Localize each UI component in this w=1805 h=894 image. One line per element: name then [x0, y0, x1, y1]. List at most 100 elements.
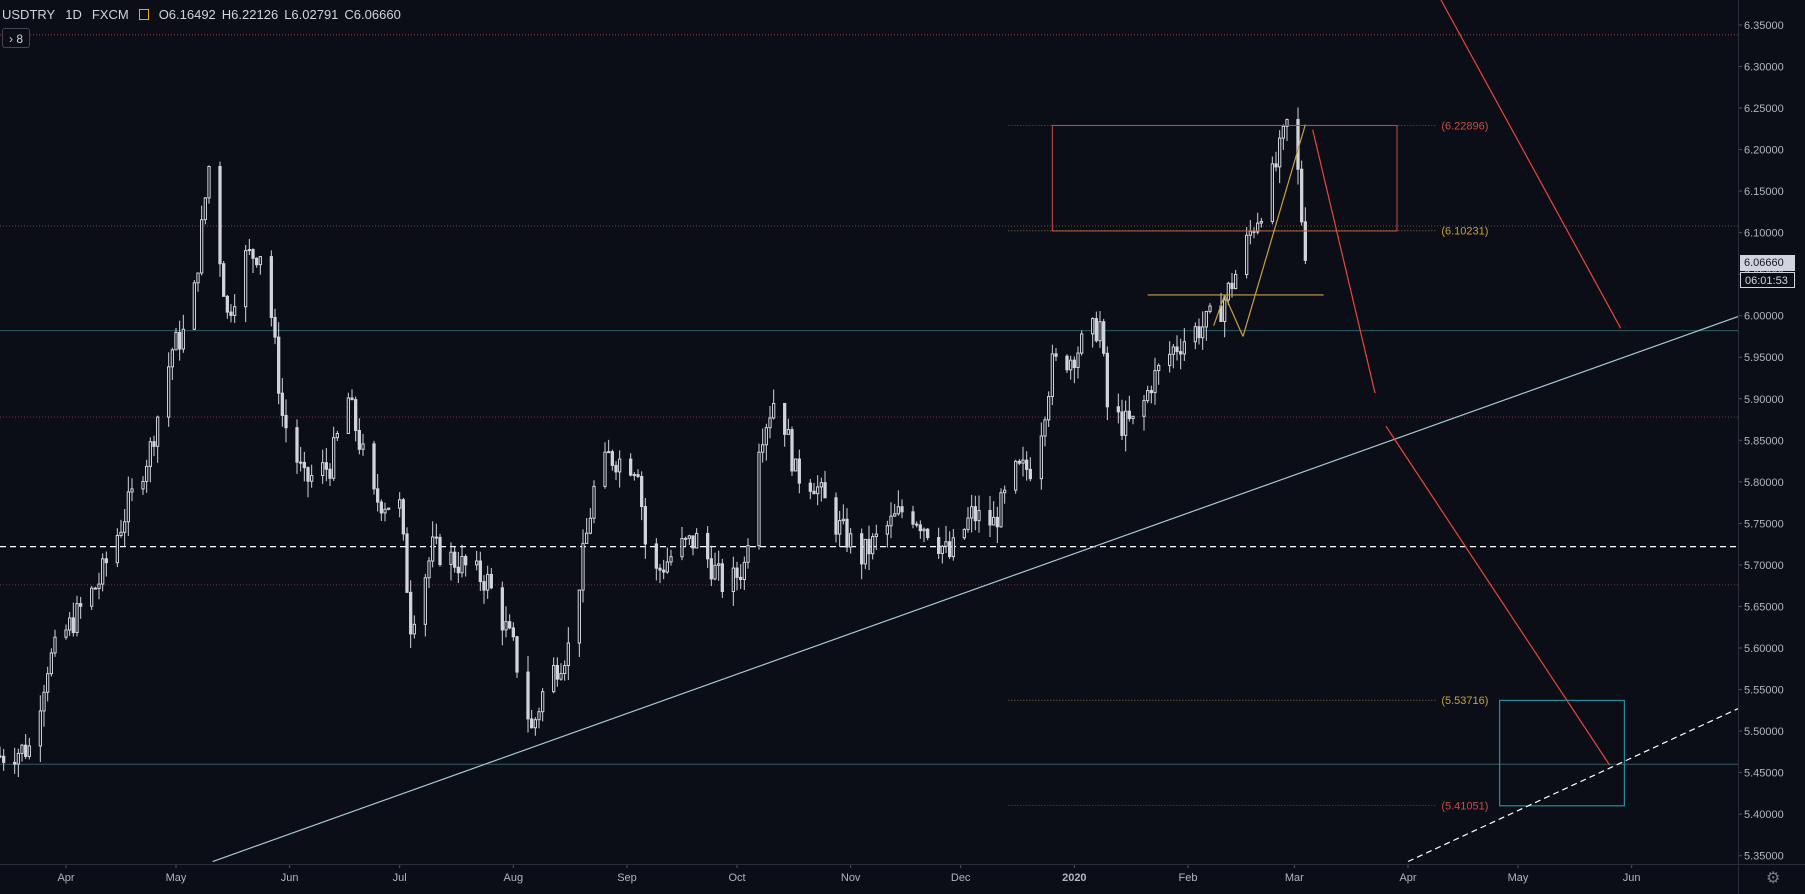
candle-body	[104, 558, 108, 564]
candle-body	[434, 536, 438, 539]
candle-body	[988, 510, 992, 526]
candle-body	[196, 272, 200, 284]
candle-body	[1021, 459, 1025, 464]
candle-body	[178, 331, 182, 350]
time-tick-label: Apr	[1399, 872, 1416, 884]
candle-body	[618, 458, 622, 473]
candle-body	[38, 710, 42, 747]
time-tick-label: 2020	[1062, 872, 1086, 884]
candle-body	[1017, 460, 1021, 464]
candle-body	[537, 711, 541, 721]
candle-body	[526, 671, 530, 720]
candle-body	[332, 437, 336, 479]
candle-body	[1197, 326, 1201, 339]
candle-body	[1208, 305, 1212, 312]
candle-body	[1091, 318, 1095, 335]
candle-body	[192, 282, 196, 330]
candle-body	[203, 197, 207, 221]
candle-body	[511, 627, 515, 638]
candle-body	[423, 577, 427, 625]
candle-body	[1080, 333, 1084, 354]
axes: 6.35000 6.30000 6.25000 6.20000 6.15000 6.100…	[57, 20, 1783, 884]
candle-body	[225, 295, 229, 313]
candle-body	[207, 165, 211, 199]
trendline	[1224, 294, 1244, 337]
candle-body	[970, 506, 974, 519]
candle-body	[632, 474, 636, 477]
candle-body	[790, 429, 794, 472]
candle-body	[614, 464, 618, 473]
flag-icon[interactable]	[138, 9, 149, 20]
candle-body	[783, 402, 787, 435]
candle-body	[1281, 125, 1285, 139]
candle-body	[145, 465, 149, 482]
fib-level-label: (5.53716)	[1441, 695, 1488, 707]
candle-body	[1285, 119, 1289, 127]
candle-body	[643, 506, 647, 545]
candle-body	[940, 545, 944, 554]
candle-body	[361, 443, 365, 450]
candle-body	[867, 538, 871, 555]
price-tick-label: 5.95000	[1744, 352, 1784, 364]
candle-body	[1193, 326, 1197, 343]
candle-body	[1098, 321, 1102, 342]
candle-body	[764, 427, 768, 446]
candle-body	[563, 665, 567, 675]
candle-body	[119, 531, 123, 536]
candle-body	[640, 475, 644, 508]
price-tick-label: 5.35000	[1744, 851, 1784, 863]
candle-body	[1278, 137, 1282, 168]
time-tick-label: Dec	[951, 872, 971, 884]
time-tick-label: Jun	[1623, 872, 1641, 884]
candle-body	[555, 664, 559, 680]
open-value: O6.16492	[158, 7, 216, 22]
indicators-toggle-button[interactable]: › 8	[2, 28, 31, 48]
fib-level-label: (6.10231)	[1441, 226, 1488, 238]
candle-body	[42, 691, 46, 712]
candle-body	[49, 652, 53, 675]
candle-body	[310, 475, 314, 482]
candle-body	[687, 535, 691, 539]
time-tick-label: Apr	[57, 872, 74, 884]
trendline	[1385, 425, 1611, 766]
high-value: H6.22126	[221, 7, 279, 22]
candle-body	[1179, 351, 1183, 355]
candle-body	[1157, 365, 1161, 372]
gear-icon[interactable]: ⚙	[1766, 870, 1781, 887]
candle-body	[552, 664, 556, 693]
candle-body	[603, 451, 607, 487]
candle-body	[918, 524, 922, 532]
candle-body	[1153, 370, 1157, 394]
price-tick-label: 5.40000	[1744, 809, 1784, 821]
candle-body	[999, 492, 1003, 528]
symbol-name[interactable]: USDTRY	[2, 7, 56, 22]
low-value: L6.02791	[284, 7, 339, 22]
candle-body	[662, 569, 666, 573]
candle-body	[706, 532, 710, 560]
candle-body	[951, 537, 955, 558]
candle-body	[1245, 234, 1249, 276]
price-tick-label: 5.80000	[1744, 477, 1784, 489]
candle-body	[515, 636, 519, 673]
candle-body	[665, 561, 669, 573]
candle-body	[636, 474, 640, 477]
indicator-count: 8	[16, 32, 24, 46]
candle-body	[1182, 341, 1186, 355]
candle-body	[1127, 410, 1131, 420]
candle-body	[739, 576, 743, 581]
candle-body	[335, 433, 339, 439]
candle-body	[849, 533, 853, 548]
time-tick-label: May	[166, 872, 187, 884]
candle-body	[863, 538, 867, 565]
zone-box	[1499, 699, 1625, 807]
candle-body	[533, 719, 537, 729]
candle-body	[948, 541, 952, 558]
price-tick-label: 5.90000	[1744, 394, 1784, 406]
candle-body	[299, 461, 303, 464]
candle-body	[460, 555, 464, 574]
price-tick-label: 6.00000	[1744, 311, 1784, 323]
candle-body	[247, 249, 251, 252]
candle-body	[893, 513, 897, 517]
interval-label[interactable]: 1D	[65, 7, 82, 22]
